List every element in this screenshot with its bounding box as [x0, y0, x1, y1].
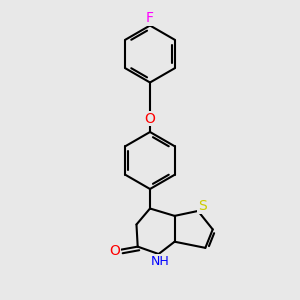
Text: S: S [198, 200, 207, 214]
Text: F: F [146, 11, 154, 25]
Text: NH: NH [151, 255, 169, 268]
Text: O: O [145, 112, 155, 125]
Text: O: O [109, 244, 120, 258]
